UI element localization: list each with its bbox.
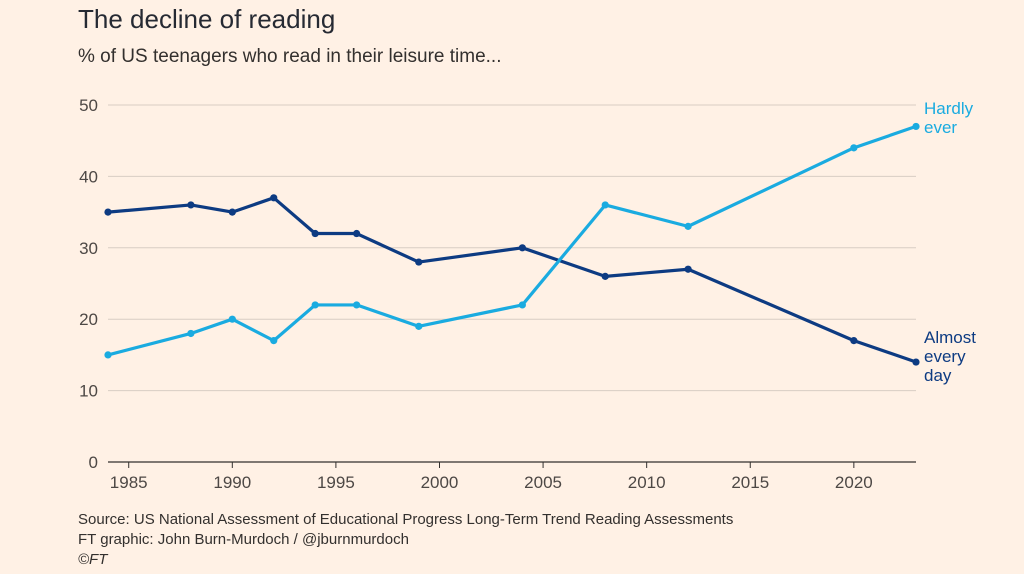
y-axis-tick-labels: 0 10 20 30 40 50 [79, 96, 98, 472]
series-label-line: Almost [924, 328, 976, 347]
chart-subtitle: % of US teenagers who read in their leis… [78, 46, 502, 67]
x-tick-label-2005: 2005 [524, 473, 562, 492]
chart-footer: Source: US National Assessment of Educat… [78, 510, 733, 570]
data-point-almost-every-day-2020 [850, 337, 858, 345]
x-axis-tick-labels: 1985 1990 1995 2000 2005 2010 2015 2020 [110, 462, 873, 492]
chart-title: The decline of reading [78, 4, 336, 34]
data-point-hardly-ever-2020 [850, 144, 858, 152]
series-label-line: ever [924, 118, 957, 137]
data-point-hardly-ever-2023 [912, 122, 920, 131]
data-point-almost-every-day-1992 [270, 194, 278, 202]
data-point-hardly-ever-1988 [187, 329, 195, 338]
data-point-almost-every-day-1988 [187, 201, 195, 209]
data-point-almost-every-day-2023 [912, 358, 920, 366]
data-point-hardly-ever-1984 [104, 351, 112, 359]
series-label-line: day [924, 366, 952, 385]
data-point-hardly-ever-2008 [601, 201, 609, 209]
y-tick-label-0: 0 [89, 453, 98, 472]
data-point-almost-every-day-1994 [311, 229, 319, 238]
data-point-almost-every-day-2008 [601, 272, 609, 280]
series-label-almost-every-day: Almost every day [924, 328, 976, 385]
data-point-hardly-ever-1990 [228, 315, 236, 323]
series-labels: Almost every day Hardly ever [924, 99, 976, 385]
copyright-mark: ©FT [78, 551, 108, 568]
data-point-almost-every-day-1999 [415, 258, 423, 266]
y-tick-label-30: 30 [79, 239, 98, 258]
data-point-hardly-ever-1996 [353, 301, 361, 309]
graphic-credit: FT graphic: John Burn-Murdoch / @jburnmu… [78, 531, 409, 548]
data-point-hardly-ever-1992 [270, 337, 278, 345]
series-label-line: every [924, 347, 966, 366]
x-tick-label-1990: 1990 [213, 473, 251, 492]
series-label-line: Hardly [924, 99, 974, 118]
grid-lines [108, 104, 916, 463]
data-point-almost-every-day-1984 [104, 208, 112, 216]
data-point-almost-every-day-2004 [518, 244, 526, 252]
y-tick-label-50: 50 [79, 96, 98, 115]
y-tick-label-40: 40 [79, 167, 98, 186]
data-point-hardly-ever-1999 [415, 322, 423, 330]
data-point-hardly-ever-1994 [311, 301, 319, 309]
data-point-almost-every-day-1996 [353, 229, 361, 238]
data-point-hardly-ever-2004 [518, 301, 526, 309]
x-tick-label-2015: 2015 [731, 473, 769, 492]
series-label-hardly-ever: Hardly ever [924, 99, 974, 137]
x-tick-label-1995: 1995 [317, 473, 355, 492]
y-tick-label-20: 20 [79, 310, 98, 329]
x-tick-label-2000: 2000 [421, 473, 459, 492]
data-point-almost-every-day-1990 [228, 208, 236, 216]
x-tick-label-1985: 1985 [110, 473, 148, 492]
x-tick-label-2020: 2020 [835, 473, 873, 492]
x-tick-label-2010: 2010 [628, 473, 666, 492]
series-line-almost-every-day [106, 196, 918, 364]
data-point-almost-every-day-2012 [684, 265, 692, 273]
y-tick-label-10: 10 [79, 382, 98, 401]
data-point-hardly-ever-2012 [684, 222, 692, 230]
series-lines [104, 122, 920, 366]
source-note: Source: US National Assessment of Educat… [78, 511, 734, 528]
series-line-hardly-ever [106, 124, 918, 357]
